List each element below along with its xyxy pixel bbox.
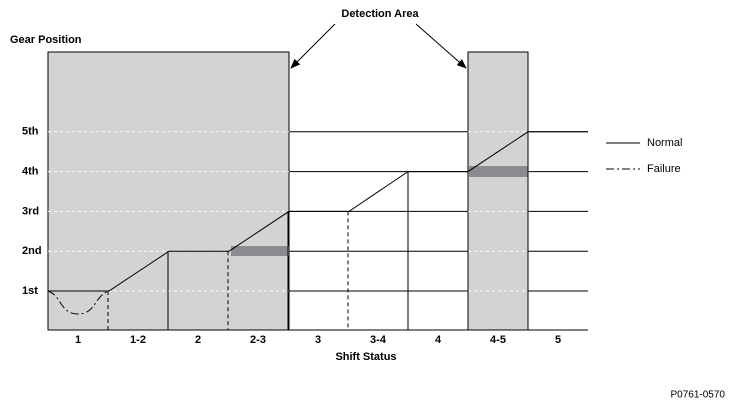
failure-line [47, 290, 110, 315]
detection-area [467, 51, 529, 331]
legend-label: Failure [647, 163, 681, 175]
shift-status: 4-5 [490, 334, 506, 346]
y-axis-label: Gear Position [10, 34, 82, 46]
shift-status: 3-4 [370, 334, 387, 346]
failure-band [231, 246, 289, 256]
shift-status: 4 [435, 334, 442, 346]
arrow [290, 23, 336, 69]
gear-label: 5th [22, 126, 39, 138]
gear-label: 1st [22, 285, 38, 297]
normal-line [48, 131, 588, 292]
gear-label: 4th [22, 166, 39, 178]
shift-status: 2 [195, 334, 201, 346]
plot: 1st 2nd 3rd 4th 5th 1 1-2 2 2-3 3 3-4 4 4-5 5 [22, 126, 588, 346]
shift-status: 1 [75, 334, 81, 346]
shift-status: 3 [315, 334, 321, 346]
shift-status: 2-3 [250, 334, 266, 346]
title: Detection Area [341, 8, 419, 20]
shift-status: 1-2 [130, 334, 146, 346]
arrow [415, 23, 467, 69]
x-axis-label: Shift Status [335, 351, 396, 363]
failure-band [469, 166, 528, 177]
gear-label: 3rd [22, 205, 39, 217]
figure-id: P0761-0570 [671, 390, 726, 401]
legend-label: Normal [647, 137, 682, 149]
shift-status: 5 [555, 334, 561, 346]
gear-label: 2nd [22, 245, 42, 257]
